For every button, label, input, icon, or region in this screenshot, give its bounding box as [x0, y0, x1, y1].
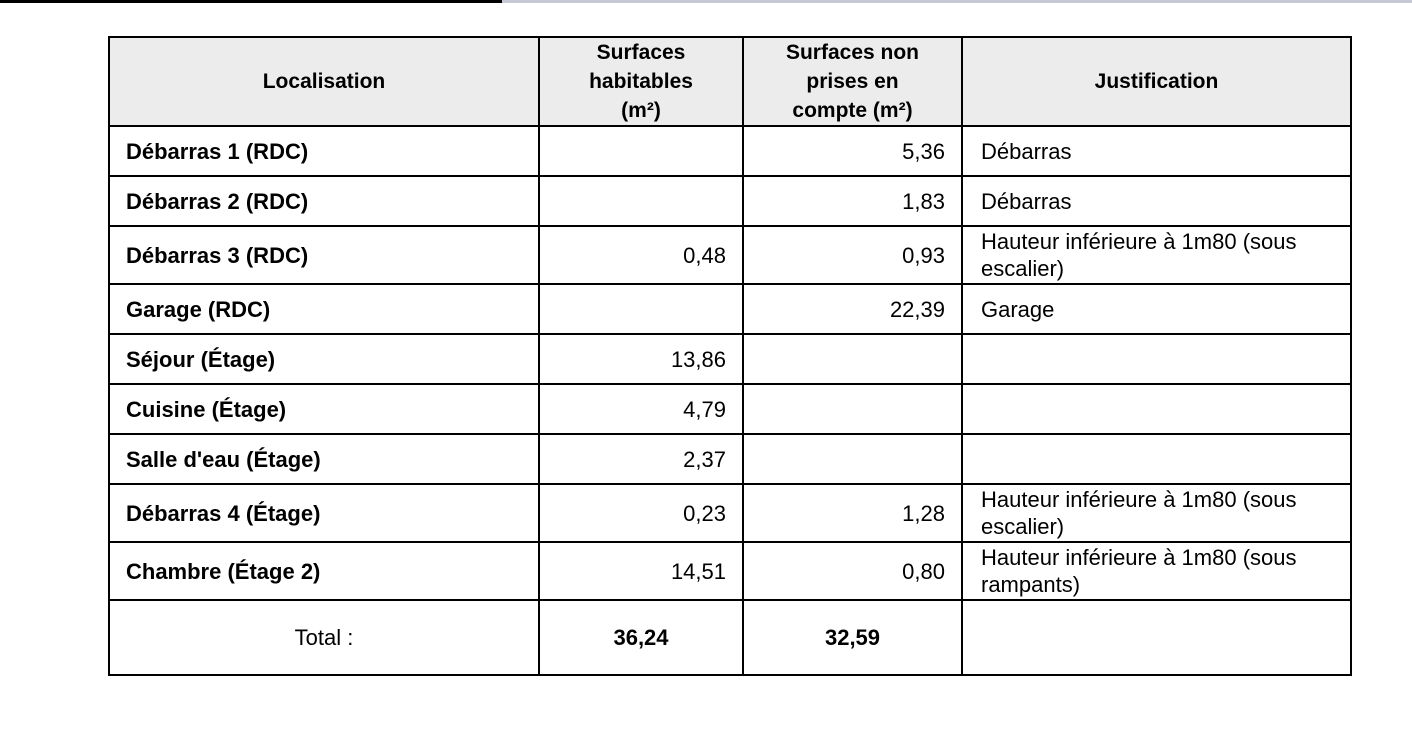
- table-cell: 1,83: [742, 175, 963, 227]
- table-cell: [742, 433, 963, 485]
- table-cell: 0,93: [742, 225, 963, 285]
- table-cell: [538, 175, 744, 227]
- table-cell: Chambre (Étage 2): [108, 541, 540, 601]
- table-cell: [961, 333, 1352, 385]
- table-cell: 14,51: [538, 541, 744, 601]
- header-cell: Surfaces non prises en compte (m²): [742, 36, 963, 127]
- table-cell: 5,36: [742, 125, 963, 177]
- table-cell: Débarras 3 (RDC): [108, 225, 540, 285]
- table-cell: Débarras: [961, 125, 1352, 177]
- table-cell: Débarras 2 (RDC): [108, 175, 540, 227]
- table-cell: Débarras 4 (Étage): [108, 483, 540, 543]
- table-cell: Débarras: [961, 175, 1352, 227]
- table-cell: [742, 333, 963, 385]
- table-cell: Hauteur inférieure à 1m80 (sous rampants…: [961, 541, 1352, 601]
- surface-table: Localisation Surfaces habitables (m²) Surf…: [108, 36, 1352, 676]
- table-row: Cuisine (Étage) 4,79: [108, 383, 1352, 435]
- table-row: Débarras 1 (RDC) 5,36 Débarras: [108, 125, 1352, 177]
- table-cell: Cuisine (Étage): [108, 383, 540, 435]
- table-row: Débarras 2 (RDC) 1,83 Débarras: [108, 175, 1352, 227]
- table-row: Garage (RDC) 22,39 Garage: [108, 283, 1352, 335]
- table-cell: Débarras 1 (RDC): [108, 125, 540, 177]
- table-cell: 0,80: [742, 541, 963, 601]
- table-cell: Hauteur inférieure à 1m80 (sous escalier…: [961, 483, 1352, 543]
- table-cell: 0,23: [538, 483, 744, 543]
- header-cell: Surfaces habitables (m²): [538, 36, 744, 127]
- total-cell: 36,24: [538, 599, 744, 676]
- table-cell: 13,86: [538, 333, 744, 385]
- header-cell: Justification: [961, 36, 1352, 127]
- table-cell: [742, 383, 963, 435]
- header-cell: Localisation: [108, 36, 540, 127]
- top-rule: [0, 0, 502, 3]
- table-cell: [538, 283, 744, 335]
- table-row: Débarras 3 (RDC) 0,48 0,93 Hauteur inférieu…: [108, 225, 1352, 285]
- total-cell: [961, 599, 1352, 676]
- table-row: Chambre (Étage 2) 14,51 0,80 Hauteur inféri…: [108, 541, 1352, 601]
- table-cell: 0,48: [538, 225, 744, 285]
- header-row: Localisation Surfaces habitables (m²) Surf…: [108, 36, 1352, 127]
- total-cell: Total :: [108, 599, 540, 676]
- table-cell: [538, 125, 744, 177]
- table-cell: 2,37: [538, 433, 744, 485]
- table-cell: 22,39: [742, 283, 963, 335]
- top-rule: [502, 0, 1412, 3]
- table-cell: 4,79: [538, 383, 744, 435]
- table-cell: [961, 433, 1352, 485]
- table-cell: Garage (RDC): [108, 283, 540, 335]
- table-row: Salle d'eau (Étage) 2,37: [108, 433, 1352, 485]
- total-cell: 32,59: [742, 599, 963, 676]
- table-cell: Séjour (Étage): [108, 333, 540, 385]
- table-cell: Salle d'eau (Étage): [108, 433, 540, 485]
- table-row: Débarras 4 (Étage) 0,23 1,28 Hauteur inféri…: [108, 483, 1352, 543]
- table-cell: Hauteur inférieure à 1m80 (sous escalier…: [961, 225, 1352, 285]
- table-cell: 1,28: [742, 483, 963, 543]
- table-body: Débarras 1 (RDC) 5,36 Débarras Débarras 2 (…: [108, 125, 1352, 676]
- table-cell: Garage: [961, 283, 1352, 335]
- table-cell: [961, 383, 1352, 435]
- total-row: Total :36,24 32,59: [108, 599, 1352, 676]
- table-row: Séjour (Étage) 13,86: [108, 333, 1352, 385]
